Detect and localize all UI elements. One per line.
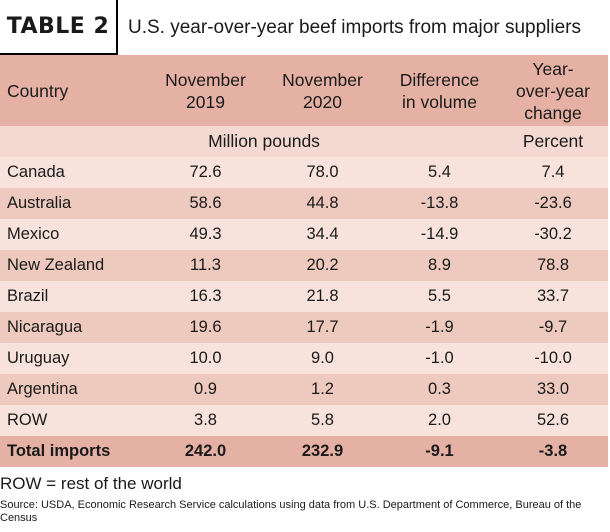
cell-diff: -1.9 bbox=[381, 312, 498, 343]
cell-country: Uruguay bbox=[0, 343, 147, 374]
cell-country: Argentina bbox=[0, 374, 147, 405]
cell-nov2020: 20.2 bbox=[264, 250, 381, 281]
header-difference: Difference in volume bbox=[381, 55, 498, 126]
total-yoy: -3.8 bbox=[498, 436, 608, 467]
header-difference-line2: in volume bbox=[402, 91, 477, 112]
cell-yoy: -23.6 bbox=[498, 188, 608, 219]
table-row: Uruguay 10.0 9.0 -1.0 -10.0 bbox=[0, 343, 608, 374]
units-volume: Million pounds bbox=[147, 126, 381, 157]
header-nov2019: November 2019 bbox=[147, 55, 264, 126]
cell-country: Nicaragua bbox=[0, 312, 147, 343]
cell-nov2020: 9.0 bbox=[264, 343, 381, 374]
cell-nov2020: 21.8 bbox=[264, 281, 381, 312]
total-diff: -9.1 bbox=[381, 436, 498, 467]
data-table-container: Country November 2019 November 2020 Diff… bbox=[0, 55, 610, 467]
cell-country: New Zealand bbox=[0, 250, 147, 281]
cell-yoy: 33.7 bbox=[498, 281, 608, 312]
cell-nov2019: 10.0 bbox=[147, 343, 264, 374]
table-row: Nicaragua 19.6 17.7 -1.9 -9.7 bbox=[0, 312, 608, 343]
table-header-row: Country November 2019 November 2020 Diff… bbox=[0, 55, 608, 126]
cell-country: ROW bbox=[0, 405, 147, 436]
cell-nov2019: 58.6 bbox=[147, 188, 264, 219]
table-row: New Zealand 11.3 20.2 8.9 78.8 bbox=[0, 250, 608, 281]
table-row: Mexico 49.3 34.4 -14.9 -30.2 bbox=[0, 219, 608, 250]
cell-yoy: 78.8 bbox=[498, 250, 608, 281]
total-nov2020: 232.9 bbox=[264, 436, 381, 467]
cell-nov2019: 0.9 bbox=[147, 374, 264, 405]
cell-yoy: -9.7 bbox=[498, 312, 608, 343]
cell-diff: 5.4 bbox=[381, 157, 498, 188]
header-yoy-line3: change bbox=[524, 102, 582, 123]
cell-nov2019: 3.8 bbox=[147, 405, 264, 436]
header-yoy-line2: over-year bbox=[516, 80, 590, 101]
header-difference-line1: Difference bbox=[399, 69, 480, 90]
cell-diff: -1.0 bbox=[381, 343, 498, 374]
source-note: Source: USDA, Economic Research Service … bbox=[0, 499, 582, 524]
total-nov2019: 242.0 bbox=[147, 436, 264, 467]
cell-nov2020: 34.4 bbox=[264, 219, 381, 250]
table-title: U.S. year-over-year beef imports from ma… bbox=[128, 16, 581, 38]
cell-nov2020: 44.8 bbox=[264, 188, 381, 219]
table-title-bar: TABLE 2 U.S. year-over-year beef imports… bbox=[0, 0, 610, 55]
header-yoy: Year- over-year change bbox=[498, 55, 608, 126]
units-blank bbox=[0, 126, 147, 157]
cell-nov2019: 11.3 bbox=[147, 250, 264, 281]
cell-diff: -14.9 bbox=[381, 219, 498, 250]
footnote: ROW = rest of the world bbox=[0, 474, 182, 493]
units-percent: Percent bbox=[498, 126, 608, 157]
cell-diff: -13.8 bbox=[381, 188, 498, 219]
table-row: Brazil 16.3 21.8 5.5 33.7 bbox=[0, 281, 608, 312]
total-row: Total imports 242.0 232.9 -9.1 -3.8 bbox=[0, 436, 608, 467]
cell-nov2019: 49.3 bbox=[147, 219, 264, 250]
cell-country: Brazil bbox=[0, 281, 147, 312]
cell-nov2019: 16.3 bbox=[147, 281, 264, 312]
cell-country: Australia bbox=[0, 188, 147, 219]
table-row: Australia 58.6 44.8 -13.8 -23.6 bbox=[0, 188, 608, 219]
cell-diff: 5.5 bbox=[381, 281, 498, 312]
cell-nov2019: 19.6 bbox=[147, 312, 264, 343]
cell-diff: 2.0 bbox=[381, 405, 498, 436]
table-number-label: TABLE 2 bbox=[0, 0, 118, 55]
header-nov2020-line2: 2020 bbox=[303, 91, 342, 112]
cell-country: Mexico bbox=[0, 219, 147, 250]
cell-nov2020: 1.2 bbox=[264, 374, 381, 405]
cell-nov2020: 78.0 bbox=[264, 157, 381, 188]
cell-diff: 0.3 bbox=[381, 374, 498, 405]
header-yoy-line1: Year- bbox=[532, 58, 574, 79]
table-row: Argentina 0.9 1.2 0.3 33.0 bbox=[0, 374, 608, 405]
cell-yoy: -10.0 bbox=[498, 343, 608, 374]
cell-nov2020: 5.8 bbox=[264, 405, 381, 436]
table-row: ROW 3.8 5.8 2.0 52.6 bbox=[0, 405, 608, 436]
cell-diff: 8.9 bbox=[381, 250, 498, 281]
beef-imports-table: Country November 2019 November 2020 Diff… bbox=[0, 55, 608, 467]
header-nov2019-line2: 2019 bbox=[186, 91, 225, 112]
cell-yoy: -30.2 bbox=[498, 219, 608, 250]
cell-nov2020: 17.7 bbox=[264, 312, 381, 343]
units-row: Million pounds Percent bbox=[0, 126, 608, 157]
cell-nov2019: 72.6 bbox=[147, 157, 264, 188]
table-row: Canada 72.6 78.0 5.4 7.4 bbox=[0, 157, 608, 188]
header-nov2019-line1: November bbox=[165, 69, 246, 90]
cell-country: Canada bbox=[0, 157, 147, 188]
cell-yoy: 52.6 bbox=[498, 405, 608, 436]
cell-yoy: 7.4 bbox=[498, 157, 608, 188]
cell-yoy: 33.0 bbox=[498, 374, 608, 405]
header-nov2020: November 2020 bbox=[264, 55, 381, 126]
total-country: Total imports bbox=[0, 436, 147, 467]
units-blank-diff bbox=[381, 126, 498, 157]
header-nov2020-line1: November bbox=[282, 69, 363, 90]
header-country: Country bbox=[0, 55, 147, 126]
